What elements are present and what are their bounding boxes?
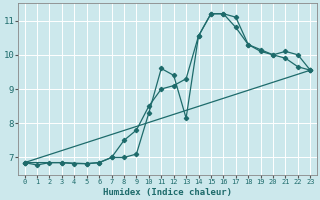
X-axis label: Humidex (Indice chaleur): Humidex (Indice chaleur) [103, 188, 232, 197]
